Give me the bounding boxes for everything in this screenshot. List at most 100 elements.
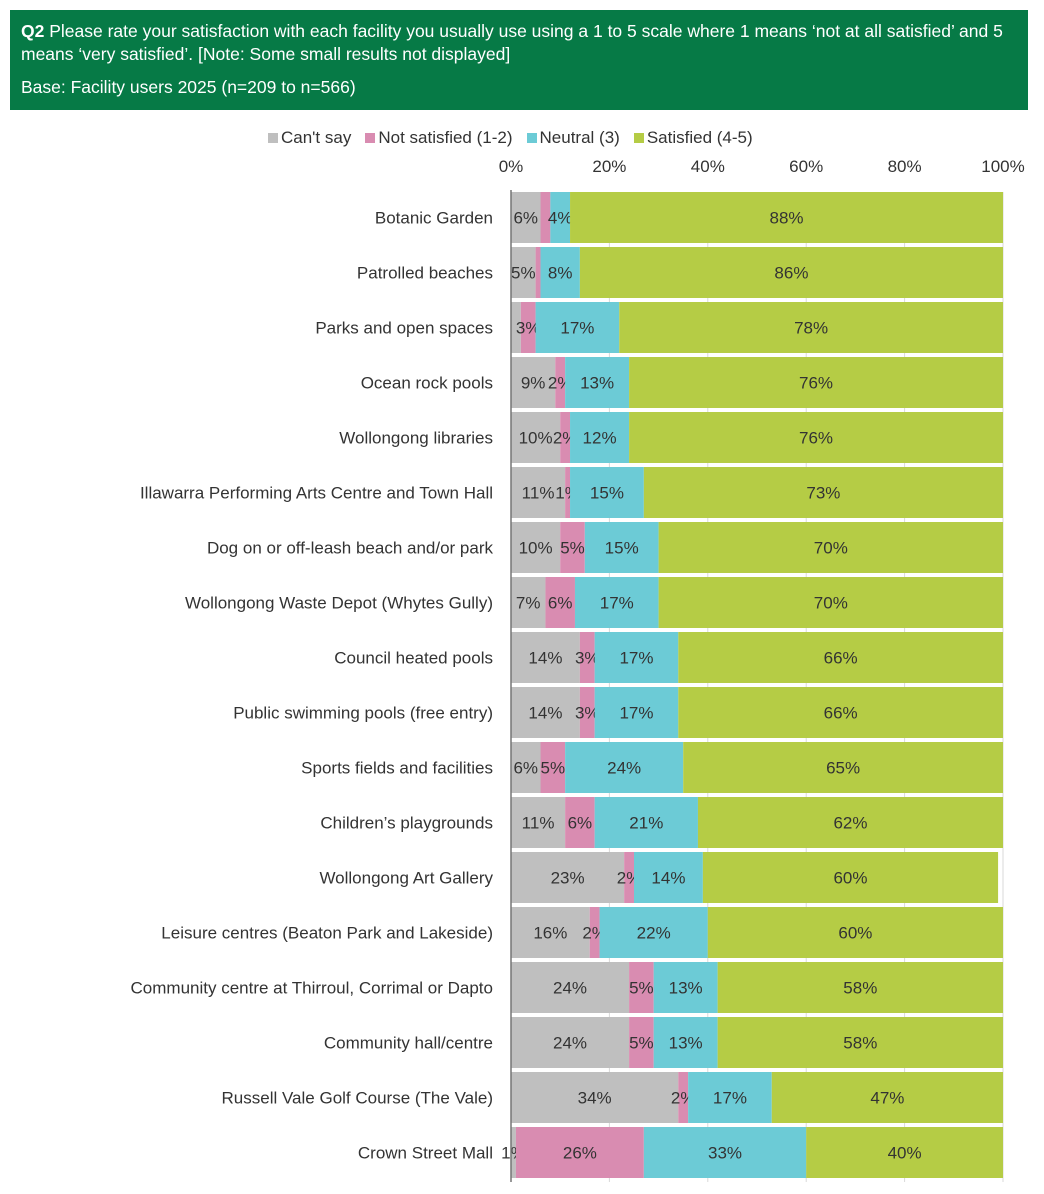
legend-label: Not satisfied (1-2) — [378, 128, 513, 147]
category-label: Wollongong Art Gallery — [319, 869, 493, 888]
bar-segment — [574, 577, 659, 628]
category-label: Sports fields and facilities — [301, 759, 493, 778]
bar-segment — [589, 907, 600, 958]
bar-segment — [535, 247, 541, 298]
data-label: 14% — [528, 704, 562, 723]
bar-segment — [579, 632, 595, 683]
bar-segment — [555, 357, 566, 408]
category-label: Dog on or off-leash beach and/or park — [207, 539, 494, 558]
x-tick-label: 40% — [691, 157, 725, 176]
legend-swatch — [268, 133, 278, 143]
bar-segment — [658, 522, 1003, 573]
bar-segment — [678, 1072, 689, 1123]
x-tick-label: 0% — [499, 157, 524, 176]
data-label: 9% — [521, 374, 546, 393]
category-label: Crown Street Mall — [358, 1144, 493, 1163]
data-label: 11% — [522, 814, 555, 833]
bar-segment — [511, 577, 546, 628]
data-label: 60% — [833, 869, 867, 888]
legend-label: Satisfied (4-5) — [646, 128, 753, 147]
bar-segment — [624, 852, 634, 903]
legend-item-satisfied: Satisfied (4-5) — [633, 128, 753, 148]
bar-segment — [697, 797, 1003, 848]
data-label: 22% — [637, 924, 671, 943]
data-label: 5% — [629, 1034, 654, 1053]
legend-swatch — [526, 133, 537, 143]
bar-segment — [683, 742, 1003, 793]
data-label: 62% — [833, 814, 867, 833]
legend-swatch — [633, 133, 644, 143]
bar-segment — [540, 192, 551, 243]
bar-segment — [599, 907, 708, 958]
data-label: 10% — [519, 539, 553, 558]
bar-segment — [634, 852, 703, 903]
bar-segment — [584, 522, 659, 573]
data-label: 8% — [548, 264, 573, 283]
data-label: 10% — [519, 429, 553, 448]
data-label: 11% — [522, 484, 555, 503]
data-label: 34% — [578, 1089, 612, 1108]
category-label: Council heated pools — [334, 649, 493, 668]
x-tick-label: 80% — [888, 157, 922, 176]
data-label: 58% — [843, 1034, 877, 1053]
bar-segment — [511, 302, 521, 353]
bar-segment — [511, 467, 566, 518]
bar-segment — [619, 302, 1003, 353]
data-label: 17% — [713, 1089, 747, 1108]
data-label: 76% — [799, 374, 833, 393]
bar-segment — [653, 1017, 718, 1068]
bar-segment — [688, 1072, 772, 1123]
data-label: 24% — [553, 979, 587, 998]
x-tick-label: 100% — [981, 157, 1024, 176]
bar-segment — [643, 1127, 807, 1178]
x-tick-label: 60% — [789, 157, 823, 176]
category-label: Community centre at Thirroul, Corrimal o… — [131, 979, 493, 998]
data-label: 40% — [888, 1144, 922, 1163]
bar-segment — [771, 1072, 1003, 1123]
data-label: 15% — [605, 539, 639, 558]
question-number: Q2 — [21, 21, 45, 41]
data-label: 60% — [838, 924, 872, 943]
data-label: 66% — [824, 704, 858, 723]
bar-segment — [629, 412, 1003, 463]
data-label: 65% — [826, 759, 860, 778]
bar-segment — [520, 302, 536, 353]
question-text: Please rate your satisfaction with each … — [21, 21, 1003, 64]
data-label: 88% — [770, 209, 804, 228]
bar-segment — [570, 467, 644, 518]
bar-segment — [678, 687, 1003, 738]
bar-segment — [511, 962, 630, 1013]
bar-segment — [594, 687, 679, 738]
bar-segment — [594, 632, 679, 683]
data-label: 13% — [669, 1034, 703, 1053]
legend-item-neutral: Neutral (3) — [526, 128, 620, 148]
bar-segment — [511, 1017, 630, 1068]
data-label: 5% — [629, 979, 654, 998]
bar-segment — [565, 797, 595, 848]
legend-item-not-satisfied: Not satisfied (1-2) — [365, 128, 513, 148]
data-label: 17% — [619, 649, 653, 668]
question-header: Q2 Please rate your satisfaction with ea… — [10, 10, 1028, 110]
data-label: 12% — [583, 429, 617, 448]
bar-segment — [550, 192, 571, 243]
data-label: 70% — [814, 539, 848, 558]
category-label: Russell Vale Golf Course (The Vale) — [222, 1089, 493, 1108]
bar-segment — [560, 522, 585, 573]
category-label: Wollongong Waste Depot (Whytes Gully) — [185, 594, 493, 613]
data-label: 17% — [600, 594, 634, 613]
data-label: 23% — [551, 869, 585, 888]
data-label: 14% — [651, 869, 685, 888]
bar-segment — [511, 412, 561, 463]
bar-segment — [629, 962, 654, 1013]
legend-item-cant-say: Can't say — [268, 128, 351, 148]
data-label: 3% — [516, 319, 541, 338]
category-label: Wollongong libraries — [339, 429, 493, 448]
bar-segment — [565, 467, 571, 518]
category-label: Children’s playgrounds — [320, 814, 493, 833]
bar-segment — [579, 687, 595, 738]
bar-segment — [511, 742, 541, 793]
bar-segment — [653, 962, 718, 1013]
data-label: 24% — [607, 759, 641, 778]
data-label: 14% — [528, 649, 562, 668]
